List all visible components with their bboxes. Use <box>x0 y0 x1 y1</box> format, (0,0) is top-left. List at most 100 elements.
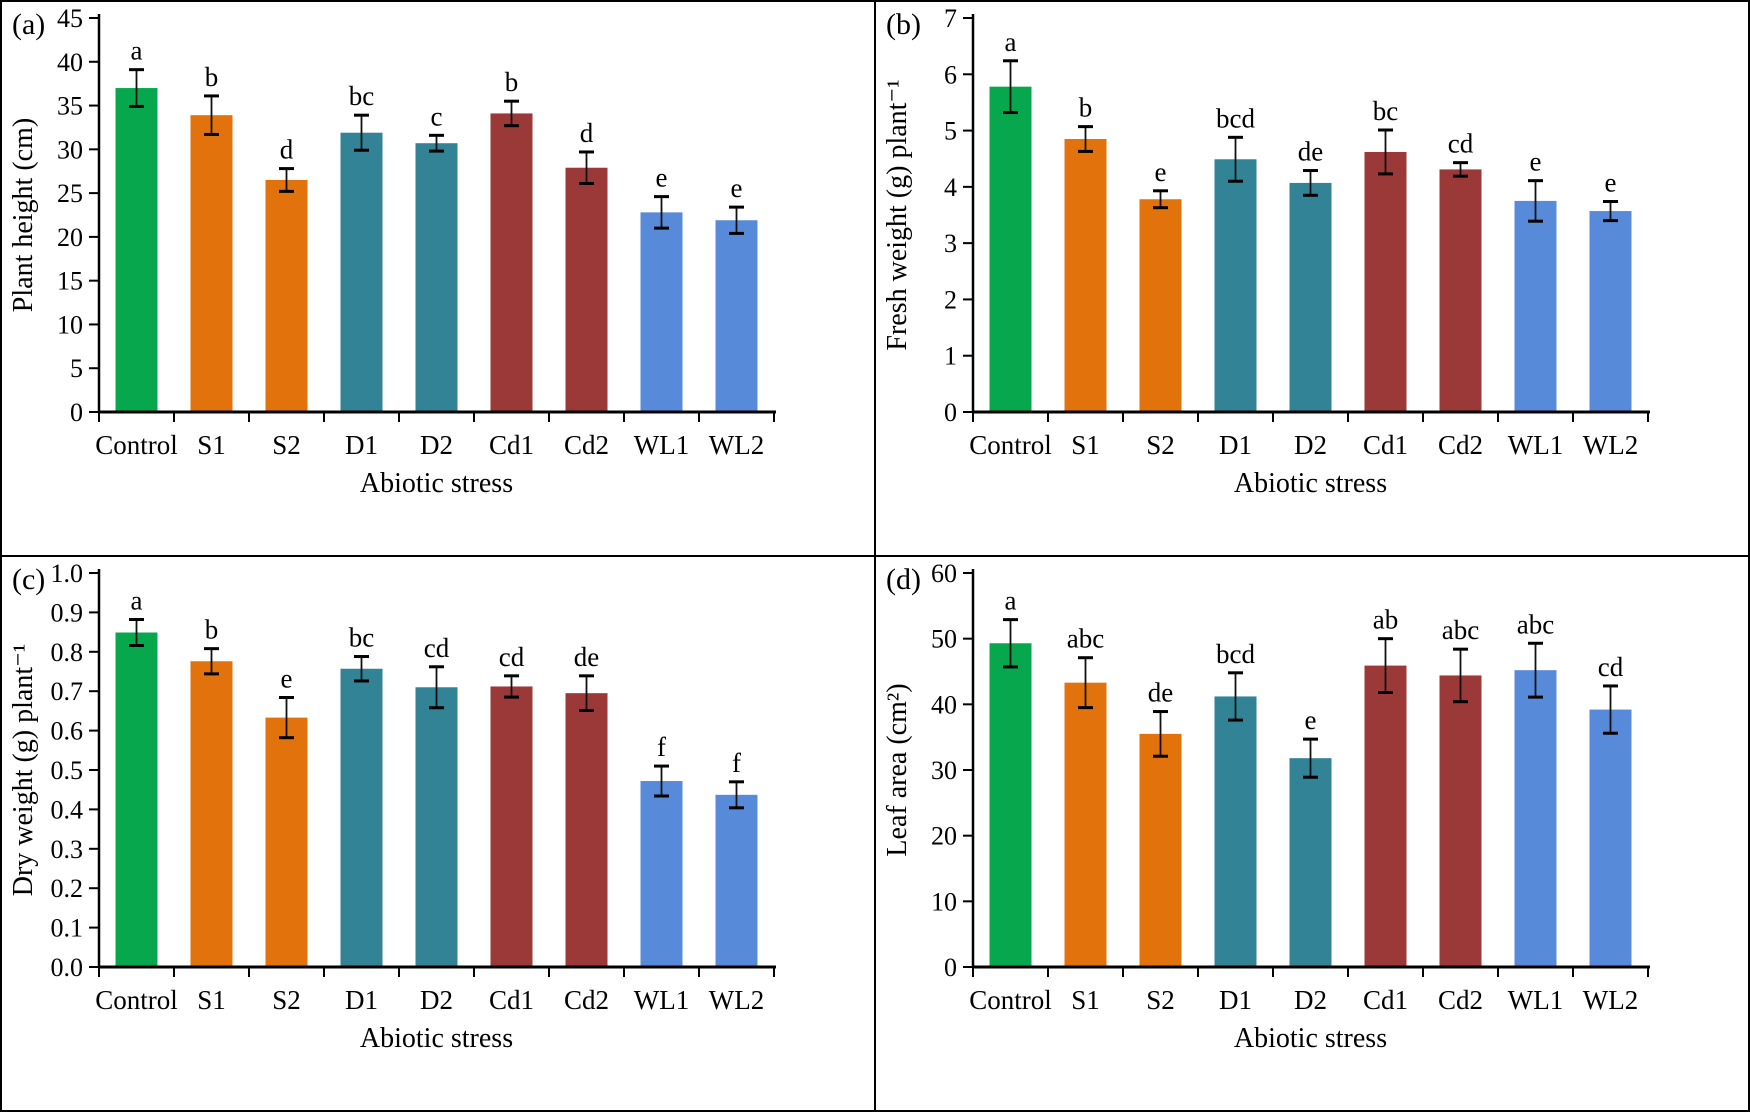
bar-WL2 <box>1589 709 1632 967</box>
x-category-label: S2 <box>272 985 301 1015</box>
x-category-label: D2 <box>1294 430 1327 460</box>
bar-S1 <box>1064 139 1107 412</box>
error-bar <box>1528 179 1543 223</box>
error-bar <box>504 674 519 699</box>
x-category-label: Control <box>969 985 1052 1015</box>
bar-D2 <box>415 687 458 967</box>
bar-Cd2 <box>1439 675 1482 967</box>
x-category-label: WL2 <box>709 430 764 460</box>
y-tick-label: 10 <box>57 310 83 339</box>
bar-Cd1 <box>1364 151 1407 412</box>
x-category-label: D2 <box>420 985 453 1015</box>
panel-a-tag: (a) <box>12 8 46 41</box>
error-bar <box>354 655 369 683</box>
bar-Control <box>115 88 158 413</box>
error-bar <box>729 780 744 810</box>
error-bar <box>1003 618 1018 669</box>
error-bar <box>1003 59 1018 115</box>
y-tick-label: 0.9 <box>51 598 84 627</box>
error-bar <box>429 133 444 153</box>
panel-b-chart: 0 1 2 3 4 5 6 7 a Control b S1 e S2 bcd D1 de D2 bc Cd1 cd Cd… <box>876 2 1748 555</box>
x-category-label: S2 <box>272 430 301 460</box>
panel-a-chart: 0 5 10 15 20 25 30 35 40 45 a Control b S1 d S2 bc D1 c D2 b… <box>2 2 874 555</box>
x-category-label: Cd2 <box>564 985 609 1015</box>
y-tick-label: 0 <box>944 953 957 982</box>
bar-WL1 <box>640 781 683 967</box>
y-tick-label: 3 <box>944 229 957 258</box>
x-category-label: D2 <box>420 430 453 460</box>
x-category-label: Cd1 <box>1363 985 1408 1015</box>
sig-letter: bcd <box>1216 639 1255 669</box>
sig-letter: e <box>656 163 668 193</box>
error-bar <box>429 665 444 710</box>
sig-letter: e <box>1305 705 1317 735</box>
bar-S1 <box>1064 682 1107 967</box>
sig-letter: b <box>205 615 219 645</box>
y-tick-label: 10 <box>931 887 957 916</box>
bar-WL1 <box>1514 200 1557 412</box>
y-tick-label: 0.0 <box>51 953 84 982</box>
sig-letter: abc <box>1517 609 1554 639</box>
y-tick-label: 0.5 <box>51 756 84 785</box>
y-tick-label: 35 <box>57 92 83 121</box>
y-tick-label: 0 <box>70 398 83 427</box>
bar-Control <box>989 86 1032 412</box>
sig-letter: f <box>732 748 741 778</box>
sig-letter: d <box>580 118 594 148</box>
error-bar <box>1078 656 1093 710</box>
x-axis-title: Abiotic stress <box>1234 1023 1387 1054</box>
y-tick-label: 25 <box>57 179 83 208</box>
error-bar <box>1453 161 1468 178</box>
x-category-label: WL1 <box>634 430 689 460</box>
panel-d-tag: (d) <box>886 563 921 596</box>
x-axis-title: Abiotic stress <box>360 468 513 499</box>
bar-D2 <box>1289 182 1332 412</box>
bar-D1 <box>340 668 383 967</box>
bar-S2 <box>1139 199 1182 412</box>
x-category-label: Cd2 <box>1438 985 1483 1015</box>
x-category-label: S2 <box>1146 430 1175 460</box>
x-category-label: WL2 <box>1583 985 1638 1015</box>
y-tick-label: 0.1 <box>51 914 84 943</box>
sig-letter: a <box>131 585 143 615</box>
sig-letter: e <box>1605 167 1617 197</box>
bar-Cd2 <box>565 693 608 967</box>
x-category-label: S1 <box>197 985 226 1015</box>
y-tick-label: 0.3 <box>51 835 84 864</box>
bar-S2 <box>265 717 308 967</box>
sig-letter: e <box>1155 157 1167 187</box>
y-tick-label: 0.7 <box>51 677 84 706</box>
sig-letter: b <box>205 62 219 92</box>
x-category-label: WL2 <box>1583 430 1638 460</box>
sig-letter: de <box>1148 678 1174 708</box>
x-category-label: D1 <box>345 430 378 460</box>
bar-S2 <box>265 179 308 412</box>
x-category-label: S1 <box>197 430 226 460</box>
error-bar <box>1228 671 1243 722</box>
sig-letter: a <box>131 36 143 66</box>
y-tick-label: 0.2 <box>51 874 84 903</box>
error-bar <box>129 617 144 647</box>
sig-letter: ab <box>1373 605 1398 635</box>
error-bar <box>1378 128 1393 176</box>
error-bar <box>279 696 294 740</box>
error-bar <box>1303 737 1318 779</box>
sig-letter: abc <box>1067 624 1104 654</box>
sig-letter: cd <box>1448 129 1474 159</box>
y-tick-label: 4 <box>944 173 957 202</box>
x-axis-title: Abiotic stress <box>360 1023 513 1054</box>
x-category-label: Cd1 <box>1363 430 1408 460</box>
y-tick-label: 15 <box>57 267 83 296</box>
sig-letter: cd <box>424 633 450 663</box>
y-tick-label: 40 <box>57 48 83 77</box>
y-tick-label: 1.0 <box>51 559 84 588</box>
panel-d: (d) 0 10 20 30 40 50 60 a Control abc S1 de S2 bcd D1 e… <box>876 557 1748 1110</box>
error-bar <box>504 99 519 128</box>
y-tick-label: 20 <box>931 822 957 851</box>
y-tick-label: 50 <box>931 625 957 654</box>
y-axis-title: Fresh weight (g) plant⁻¹ <box>882 79 913 350</box>
error-bar <box>654 764 669 798</box>
error-bar <box>129 68 144 108</box>
error-bar <box>1228 135 1243 183</box>
